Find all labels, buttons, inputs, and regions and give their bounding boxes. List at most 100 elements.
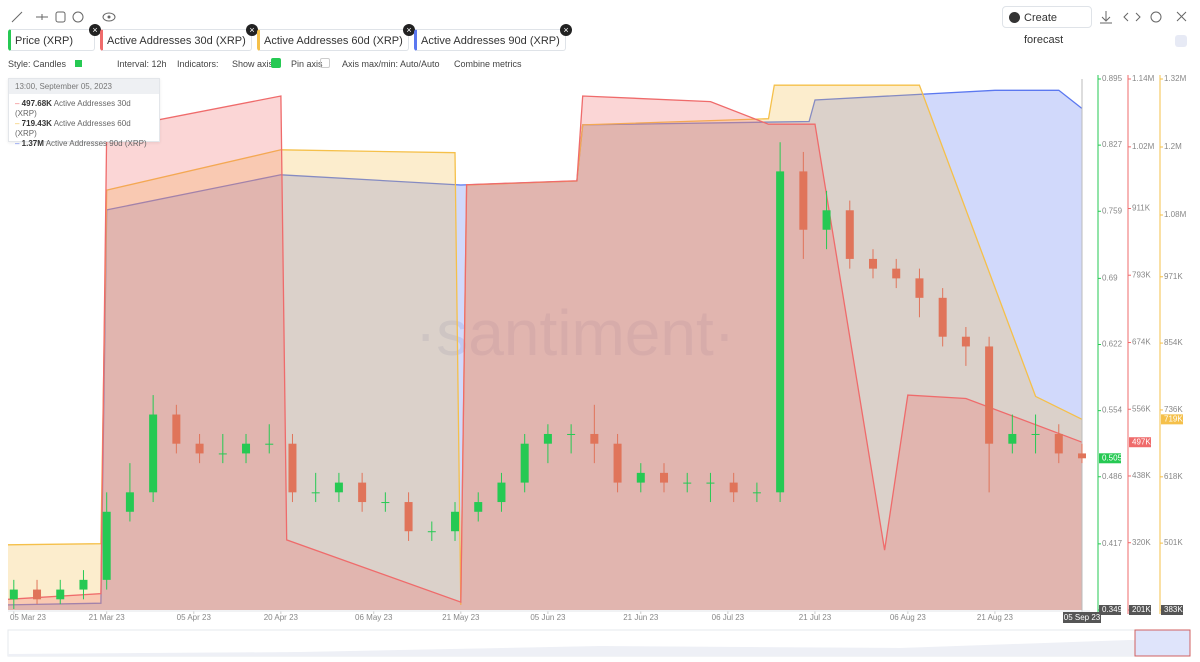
candle-body	[590, 433, 599, 444]
tooltip-row: – 497.68K Active Addresses 30d (XRP)	[15, 99, 131, 118]
tab-label: Active Addresses 30d (XRP)	[107, 35, 246, 47]
button-label: Create forecast	[1024, 12, 1064, 46]
candle-body	[892, 268, 901, 279]
y-tick-label: 1.02M	[1132, 142, 1155, 151]
setting[interactable]: Style: Candles	[8, 59, 67, 69]
candle-body	[752, 492, 761, 494]
tab[interactable]: Active Addresses 90d (XRP) ×	[414, 24, 572, 51]
actions[interactable]	[1098, 8, 1193, 26]
candle-body	[242, 443, 251, 454]
y-tick-label: 0.895	[1102, 74, 1123, 83]
value-badge-label: 497K	[1132, 437, 1151, 446]
tab-label: Active Addresses 60d (XRP)	[264, 35, 403, 47]
tab-label: Price (XRP)	[15, 35, 74, 47]
candle-body	[79, 579, 88, 590]
value-badge	[1129, 437, 1151, 448]
y-tick-label: 0.486	[1102, 472, 1123, 481]
candle-body	[381, 502, 390, 504]
candle-body	[938, 297, 947, 337]
draw-tools[interactable]	[8, 8, 128, 26]
tab[interactable]: Active Addresses 30d (XRP) ×	[100, 24, 258, 51]
axis-badge	[1129, 605, 1151, 615]
candle-body	[543, 433, 552, 444]
value-badge-label: 719K	[1164, 414, 1183, 423]
tooltip: 13:00, September 05, 2023 – 497.68K Acti…	[8, 78, 160, 148]
y-tick-label: 320K	[1132, 538, 1151, 547]
setting[interactable]: Indicators:	[177, 59, 219, 69]
candle-body	[706, 482, 715, 484]
setting[interactable]: Pin axis	[291, 59, 323, 69]
create-forecast[interactable]: Create forecast	[1002, 6, 1092, 46]
tooltip-name: Active Addresses 60d (XRP)	[15, 119, 131, 138]
candle-body	[125, 492, 134, 512]
candle-body	[729, 482, 738, 493]
candle-body	[776, 171, 785, 493]
tooltip-title: 13:00, September 05, 2023	[9, 79, 159, 94]
candle-body	[636, 472, 645, 483]
tab-label: Active Addresses 90d (XRP)	[421, 35, 560, 47]
setting[interactable]: Interval: 12h	[117, 59, 167, 69]
candle-body	[613, 443, 622, 483]
candle-body	[218, 453, 227, 455]
y-tick-label: 674K	[1132, 338, 1151, 347]
y-tick-label: 383K	[1164, 605, 1183, 614]
y-tick-label: 0.622	[1102, 340, 1123, 349]
tooltip-name: Active Addresses 90d (XRP)	[45, 139, 147, 148]
x-tick-label: 06 Aug 23	[890, 613, 927, 622]
candle-body	[451, 511, 460, 532]
setting[interactable]: Combine metrics	[454, 59, 522, 69]
y-tick-label: 0.759	[1102, 206, 1123, 215]
navigator-area	[8, 640, 1190, 656]
y-tick-label: 0.349	[1102, 605, 1123, 614]
tooltip-value: 719.43K	[21, 119, 52, 128]
y-tick-label: 1.32M	[1164, 74, 1187, 83]
checkbox[interactable]	[271, 58, 281, 68]
candle-body	[1078, 453, 1086, 459]
setting[interactable]: Show axis	[232, 59, 274, 69]
axis-badge	[1161, 605, 1183, 615]
y-tick-label: 618K	[1164, 472, 1183, 481]
candle-body	[822, 210, 831, 230]
tab[interactable]: Price (XRP) ×	[8, 24, 101, 51]
color-swatch[interactable]	[75, 60, 82, 67]
setting[interactable]: Axis max/min: Auto/Auto	[342, 59, 440, 69]
candle-body	[404, 502, 413, 532]
tooltip-row: – 719.43K Active Addresses 60d (XRP)	[15, 119, 131, 138]
candle-body	[265, 443, 274, 445]
y-tick-label: 1.2M	[1164, 142, 1182, 151]
tooltip-row: – 1.37M Active Addresses 90d (XRP)	[15, 139, 147, 148]
candle-body	[33, 589, 42, 600]
x-tick-label: 05 Mar 23	[10, 613, 47, 622]
toggle[interactable]	[1175, 35, 1187, 47]
tab[interactable]: Active Addresses 60d (XRP) ×	[257, 24, 415, 51]
candle-body	[56, 589, 65, 600]
date-badge	[1063, 612, 1101, 623]
y-tick-label: 793K	[1132, 270, 1151, 279]
area-fill	[8, 85, 1082, 610]
navigator-window[interactable]	[1134, 629, 1191, 657]
candle-body	[660, 472, 669, 483]
candle-body	[102, 511, 111, 580]
candle-body	[358, 482, 367, 503]
candle-body	[149, 414, 158, 493]
checkbox[interactable]	[320, 58, 330, 68]
x-tick-label: 05 Apr 23	[177, 613, 212, 622]
x-tick-label: 06 May 23	[355, 613, 393, 622]
candle-body	[567, 433, 576, 435]
candle-body	[869, 258, 878, 269]
y-tick-label: 0.69	[1102, 273, 1118, 282]
x-tick-label: 21 Jul 23	[799, 613, 832, 622]
y-tick-label: 911K	[1132, 204, 1151, 213]
candle-body	[497, 482, 506, 503]
candle-body	[845, 210, 854, 259]
value-badge	[1099, 453, 1121, 464]
candle-body	[195, 443, 204, 454]
candle-body	[985, 346, 994, 444]
candle-body	[427, 531, 436, 533]
candle-body	[9, 589, 18, 600]
candle-body	[1031, 433, 1040, 435]
y-tick-label: 854K	[1164, 338, 1183, 347]
x-tick-label: 21 Aug 23	[977, 613, 1014, 622]
